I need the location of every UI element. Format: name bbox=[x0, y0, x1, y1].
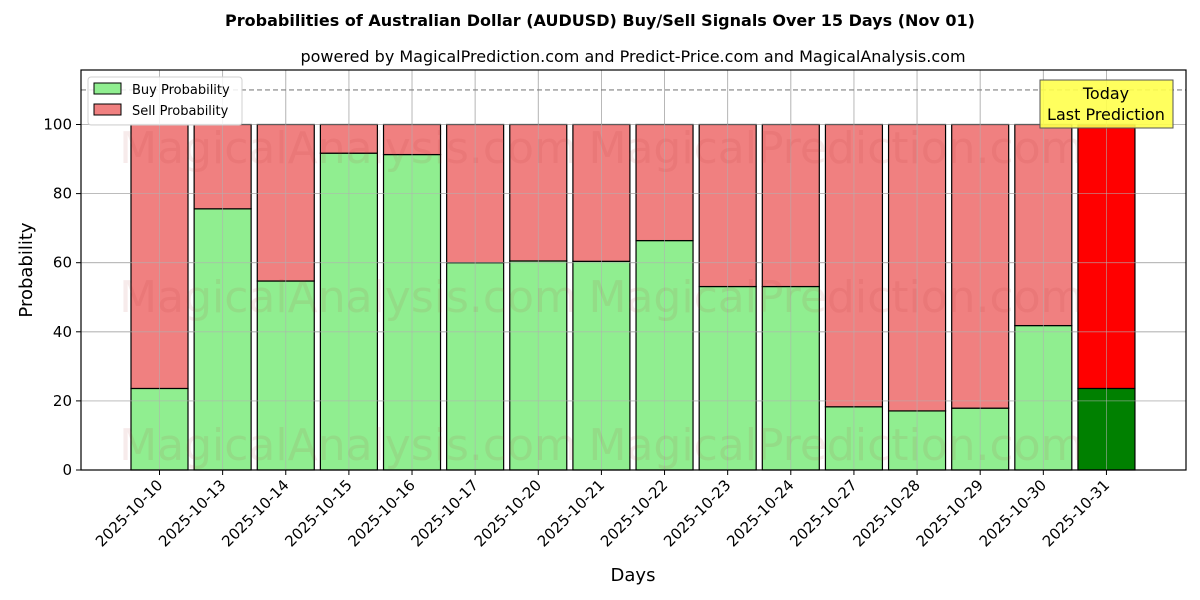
watermark-text: MagicalPrediction.com bbox=[589, 123, 1084, 174]
x-tick-label: 2025-10-16 bbox=[344, 476, 418, 550]
y-tick-label: 80 bbox=[53, 185, 72, 203]
x-tick-label: 2025-10-29 bbox=[913, 476, 987, 550]
x-tick-label: 2025-10-13 bbox=[155, 476, 229, 550]
x-axis: 2025-10-102025-10-132025-10-142025-10-15… bbox=[92, 470, 1113, 550]
today-annotation: Today Last Prediction bbox=[1039, 79, 1174, 129]
chart-subtitle: powered by MagicalPrediction.com and Pre… bbox=[300, 47, 965, 66]
legend: Buy Probability Sell Probability bbox=[87, 76, 243, 126]
legend-buy-label: Buy Probability bbox=[132, 83, 230, 98]
x-tick-label: 2025-10-27 bbox=[786, 476, 860, 550]
bars bbox=[81, 70, 1186, 471]
y-tick-label: 100 bbox=[43, 116, 72, 134]
watermark-text: MagicalPrediction.com bbox=[589, 272, 1084, 323]
watermark-text: MagicalAnalysis.com bbox=[119, 420, 577, 471]
x-tick-label: 2025-10-30 bbox=[976, 476, 1050, 550]
x-tick-label: 2025-10-31 bbox=[1039, 476, 1113, 550]
watermark-text: MagicalPrediction.com bbox=[589, 420, 1084, 471]
plot-frame bbox=[80, 69, 1187, 471]
annotation-line2: Last Prediction bbox=[1047, 105, 1165, 124]
x-tick-label: 2025-10-17 bbox=[408, 476, 482, 550]
y-tick-label: 0 bbox=[62, 461, 72, 479]
x-tick-label: 2025-10-23 bbox=[660, 476, 734, 550]
x-axis-label: Days bbox=[611, 565, 656, 586]
y-tick-label: 40 bbox=[53, 323, 72, 341]
watermark-text: MagicalAnalysis.com bbox=[119, 272, 577, 323]
chart-title: Probabilities of Australian Dollar (AUDU… bbox=[225, 11, 975, 30]
x-tick-label: 2025-10-21 bbox=[534, 476, 608, 550]
y-axis: 0 20 40 60 80 100 bbox=[43, 116, 81, 479]
x-tick-label: 2025-10-15 bbox=[281, 476, 355, 550]
legend-sell-swatch bbox=[93, 103, 122, 116]
legend-buy-swatch bbox=[93, 82, 122, 95]
watermark-text: MagicalAnalysis.com bbox=[119, 123, 577, 174]
x-tick-label: 2025-10-10 bbox=[92, 476, 166, 550]
x-tick-label: 2025-10-22 bbox=[597, 476, 671, 550]
y-tick-label: 60 bbox=[53, 254, 72, 272]
x-tick-label: 2025-10-24 bbox=[723, 476, 797, 550]
x-tick-label: 2025-10-20 bbox=[471, 476, 545, 550]
y-axis-label: Probability bbox=[16, 222, 37, 317]
y-tick-label: 20 bbox=[53, 392, 72, 410]
annotation-line1: Today bbox=[1082, 84, 1129, 103]
x-tick-label: 2025-10-14 bbox=[218, 476, 292, 550]
legend-sell-label: Sell Probability bbox=[132, 104, 229, 119]
x-tick-label: 2025-10-28 bbox=[850, 476, 924, 550]
watermarks: MagicalAnalysis.com MagicalPrediction.com… bbox=[119, 123, 1083, 471]
